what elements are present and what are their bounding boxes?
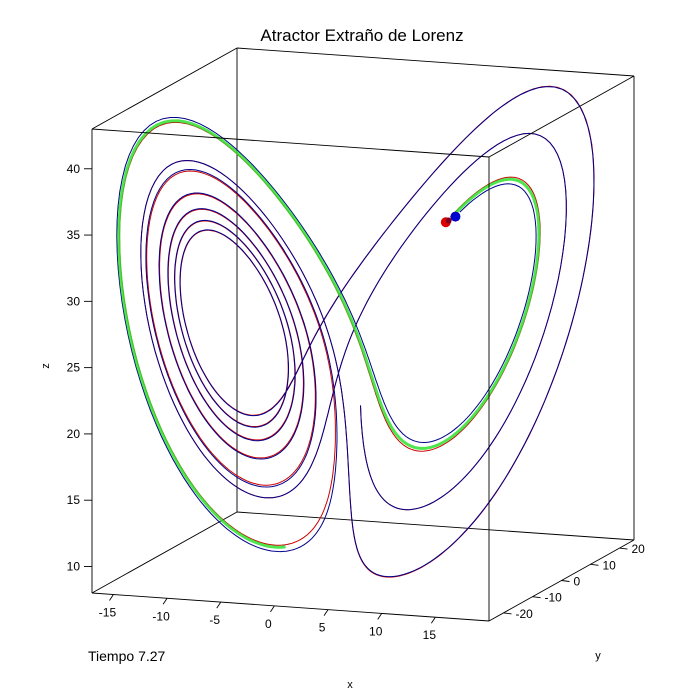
- y-tick-label: 10: [603, 558, 617, 572]
- x-tick-mark: [109, 594, 114, 601]
- z-tick-label: 30: [67, 294, 81, 308]
- y-tick-mark: [561, 580, 570, 582]
- x-tick-mark: [216, 601, 222, 609]
- box-edge: [91, 592, 490, 622]
- z-tick-label: 10: [67, 559, 81, 573]
- trajectory-series-2: [117, 119, 541, 549]
- y-tick-mark: [590, 563, 599, 566]
- state-marker-1: [450, 211, 461, 222]
- z-tick-label: 40: [67, 162, 81, 176]
- x-tick-label: 10: [369, 624, 383, 638]
- y-tick-label: 0: [574, 575, 581, 589]
- state-markers: [440, 211, 461, 228]
- y-tick-mark: [619, 547, 628, 550]
- z-tick-label: 20: [67, 427, 81, 441]
- trajectories: [116, 85, 595, 578]
- y-tick-label: -10: [545, 591, 563, 605]
- x-tick-label: -10: [152, 609, 170, 623]
- x-tick-mark: [270, 605, 275, 613]
- y-tick-label: 20: [632, 542, 646, 556]
- x-tick-mark: [323, 609, 329, 616]
- time-readout: Tiempo 7.27: [88, 648, 166, 664]
- x-tick-label: 5: [319, 621, 326, 635]
- time-value: 7.27: [138, 648, 165, 664]
- x-tick-mark: [162, 598, 168, 605]
- x-axis-label: x: [347, 679, 353, 691]
- x-tick-label: -15: [99, 606, 117, 620]
- box-edge: [236, 47, 635, 77]
- time-label: Tiempo: [88, 648, 134, 664]
- box-edge: [91, 128, 490, 158]
- box-edge: [488, 75, 635, 158]
- x-tick-mark: [377, 613, 383, 620]
- y-axis-label: y: [595, 650, 601, 662]
- z-tick-label: 25: [67, 361, 81, 375]
- box-edge: [91, 47, 238, 130]
- trajectory-series-1: [116, 86, 595, 578]
- y-tick-mark: [503, 612, 512, 615]
- z-tick-label: 15: [67, 493, 81, 507]
- y-tick-mark: [532, 596, 541, 599]
- chart-title: Atractor Extraño de Lorenz: [260, 26, 463, 45]
- y-tick-label: -20: [516, 607, 534, 621]
- z-tick-label: 35: [67, 228, 81, 242]
- axis-ticks: -15 -10 -5 0 5 10 15 -20 -10 0 10 20 10 15 20 25 30 35 40: [67, 162, 646, 642]
- x-tick-label: 0: [265, 617, 272, 631]
- box-edge: [91, 511, 238, 594]
- plot-box-front: [91, 47, 635, 622]
- z-axis-label: z: [40, 363, 52, 369]
- x-tick-label: -5: [209, 613, 220, 627]
- box-edge: [236, 511, 635, 541]
- state-marker-2: [445, 217, 452, 224]
- x-tick-label: 15: [423, 628, 437, 642]
- x-tick-mark: [430, 616, 436, 624]
